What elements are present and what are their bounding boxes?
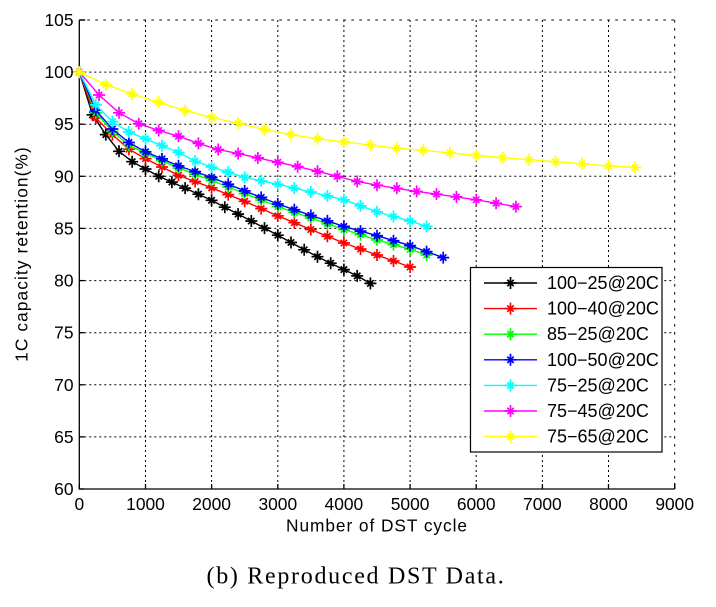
svg-text:Number of DST cycle: Number of DST cycle — [286, 516, 468, 536]
svg-text:8000: 8000 — [589, 494, 628, 514]
svg-text:100−25@20C: 100−25@20C — [547, 273, 659, 293]
svg-text:6000: 6000 — [457, 494, 496, 514]
svg-text:0: 0 — [74, 494, 84, 514]
svg-text:100: 100 — [44, 62, 73, 82]
svg-text:75: 75 — [54, 323, 73, 343]
svg-text:80: 80 — [54, 271, 73, 291]
svg-text:100−40@20C: 100−40@20C — [547, 299, 659, 319]
svg-text:75−45@20C: 75−45@20C — [547, 401, 649, 421]
svg-text:75−25@20C: 75−25@20C — [547, 375, 649, 395]
svg-text:(b) Reproduced DST Data.: (b) Reproduced DST Data. — [207, 564, 506, 590]
svg-text:7000: 7000 — [523, 494, 562, 514]
svg-text:5000: 5000 — [391, 494, 430, 514]
svg-text:9000: 9000 — [655, 494, 694, 514]
svg-text:60: 60 — [54, 479, 73, 499]
svg-text:95: 95 — [54, 114, 73, 134]
svg-text:3000: 3000 — [258, 494, 297, 514]
svg-text:4000: 4000 — [325, 494, 364, 514]
svg-text:1C capacity retention(%): 1C capacity retention(%) — [12, 146, 32, 362]
svg-text:75−65@20C: 75−65@20C — [547, 427, 649, 447]
svg-text:1000: 1000 — [126, 494, 165, 514]
svg-text:100−50@20C: 100−50@20C — [547, 350, 659, 370]
svg-text:70: 70 — [54, 375, 73, 395]
svg-text:85: 85 — [54, 218, 73, 238]
svg-text:85−25@20C: 85−25@20C — [547, 324, 649, 344]
svg-text:65: 65 — [54, 427, 73, 447]
svg-text:2000: 2000 — [192, 494, 231, 514]
svg-text:90: 90 — [54, 166, 73, 186]
svg-text:105: 105 — [44, 10, 73, 30]
